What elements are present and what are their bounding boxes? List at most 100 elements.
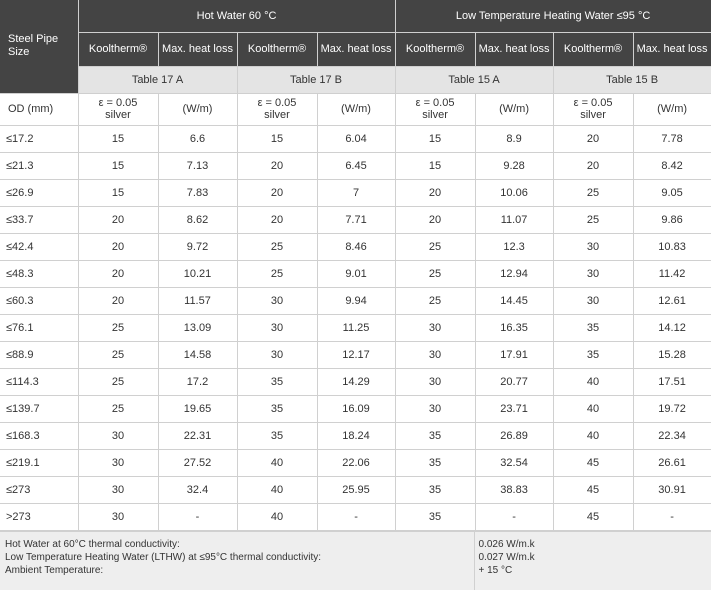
heat-loss-cell: 14.29 (317, 368, 396, 396)
heat-loss-cell: 12.3 (475, 233, 554, 261)
heat-loss-cell: 9.01 (317, 260, 396, 288)
pipe-size-cell: ≤17.2 (0, 125, 79, 153)
thickness-cell: 35 (553, 314, 634, 342)
pipe-size-cell: ≤114.3 (0, 368, 79, 396)
heat-loss-cell: 7.78 (633, 125, 711, 153)
heat-loss-cell: 22.06 (317, 449, 396, 477)
thickness-cell: 25 (78, 341, 159, 369)
thickness-cell: 30 (395, 395, 476, 423)
thickness-cell: 20 (237, 152, 318, 180)
kooltherm-header: Kooltherm® (237, 32, 318, 67)
thickness-cell: 20 (395, 179, 476, 207)
thickness-cell: 40 (553, 368, 634, 396)
heat-loss-cell: 12.94 (475, 260, 554, 288)
units-row: OD (mm) ε = 0.05 silver (W/m) ε = 0.05 sil… (0, 93, 711, 126)
table-row: ≤273 30 32.4 40 25.95 35 38.83 45 30.91 (0, 476, 711, 504)
thickness-cell: 40 (237, 503, 318, 531)
pipe-size-cell: ≤139.7 (0, 395, 79, 423)
pipe-size-cell: ≤21.3 (0, 152, 79, 180)
heat-loss-cell: 16.35 (475, 314, 554, 342)
footer-value: 0.027 W/m.k (478, 551, 535, 563)
heat-loss-cell: 20.77 (475, 368, 554, 396)
heat-loss-cell: 9.28 (475, 152, 554, 180)
heat-loss-cell: 26.89 (475, 422, 554, 450)
table-row: ≤42.4 20 9.72 25 8.46 25 12.3 30 10.83 (0, 233, 711, 261)
thickness-cell: 25 (237, 260, 318, 288)
thickness-cell: 30 (395, 314, 476, 342)
heat-loss-cell: 23.71 (475, 395, 554, 423)
thickness-cell: 30 (395, 368, 476, 396)
thickness-cell: 25 (237, 233, 318, 261)
heat-loss-cell: 38.83 (475, 476, 554, 504)
thickness-cell: 20 (553, 152, 634, 180)
heat-loss-cell: 7.13 (158, 152, 238, 180)
max-heat-loss-header: Max. heat loss (633, 32, 711, 67)
heat-loss-cell: 14.58 (158, 341, 238, 369)
thickness-cell: 15 (78, 179, 159, 207)
heat-loss-cell: 6.04 (317, 125, 396, 153)
thickness-cell: 45 (553, 449, 634, 477)
heat-loss-cell: 9.05 (633, 179, 711, 207)
table-row: ≤168.3 30 22.31 35 18.24 35 26.89 40 22.34 (0, 422, 711, 450)
heat-loss-cell: 27.52 (158, 449, 238, 477)
table-17a-header: Table 17 A (78, 66, 238, 94)
thickness-cell: 30 (237, 314, 318, 342)
thickness-cell: 45 (553, 476, 634, 504)
heat-loss-cell: 9.86 (633, 206, 711, 234)
heat-loss-cell: 9.72 (158, 233, 238, 261)
heat-loss-cell: 17.2 (158, 368, 238, 396)
footer-table: Hot Water at 60°C thermal conductivity: … (0, 530, 711, 590)
thickness-cell: 20 (78, 287, 159, 315)
thickness-cell: 35 (237, 368, 318, 396)
pipe-size-cell: ≤273 (0, 476, 79, 504)
heat-loss-cell: 22.31 (158, 422, 238, 450)
lthw-group-header: Low Temperature Heating Water ≤95 °C (395, 0, 711, 33)
thickness-cell: 30 (78, 449, 159, 477)
heat-loss-cell: 19.65 (158, 395, 238, 423)
table-row: ≤76.1 25 13.09 30 11.25 30 16.35 35 14.12 (0, 314, 711, 342)
heat-loss-cell: 22.34 (633, 422, 711, 450)
thickness-cell: 30 (78, 476, 159, 504)
thickness-cell: 20 (395, 206, 476, 234)
table-17b-header: Table 17 B (237, 66, 396, 94)
heat-loss-cell: 18.24 (317, 422, 396, 450)
heat-loss-cell: - (633, 503, 711, 531)
thickness-cell: 40 (237, 449, 318, 477)
heat-loss-cell: 16.09 (317, 395, 396, 423)
steel-pipe-size-header: Steel Pipe Size (0, 0, 79, 94)
heat-loss-cell: 6.6 (158, 125, 238, 153)
footer-value: 0.026 W/m.k (478, 538, 535, 550)
thickness-cell: 20 (78, 233, 159, 261)
thickness-cell: 35 (237, 422, 318, 450)
pipe-size-cell: >273 (0, 503, 79, 531)
heat-loss-cell: 14.12 (633, 314, 711, 342)
wm-unit-label: (W/m) (317, 93, 396, 126)
footer-labels: Hot Water at 60°C thermal conductivity: … (0, 531, 475, 590)
wm-unit-label: (W/m) (158, 93, 238, 126)
thickness-cell: 30 (553, 287, 634, 315)
table-row: ≤219.1 30 27.52 40 22.06 35 32.54 45 26.61 (0, 449, 711, 477)
thickness-cell: 35 (395, 449, 476, 477)
thickness-cell: 40 (553, 395, 634, 423)
footer-label: Ambient Temperature: (5, 564, 104, 576)
table-row: ≤33.7 20 8.62 20 7.71 20 11.07 25 9.86 (0, 206, 711, 234)
max-heat-loss-header: Max. heat loss (158, 32, 238, 67)
thickness-cell: 15 (395, 152, 476, 180)
thickness-cell: 25 (78, 368, 159, 396)
emissivity-label: ε = 0.05 silver (237, 93, 318, 126)
heat-loss-cell: 7.83 (158, 179, 238, 207)
heat-loss-cell: 8.42 (633, 152, 711, 180)
thickness-cell: 30 (78, 503, 159, 531)
table-row: ≤88.9 25 14.58 30 12.17 30 17.91 35 15.28 (0, 341, 711, 369)
thickness-cell: 45 (553, 503, 634, 531)
pipe-size-cell: ≤88.9 (0, 341, 79, 369)
heat-loss-cell: 12.61 (633, 287, 711, 315)
thickness-cell: 25 (78, 314, 159, 342)
thickness-cell: 30 (395, 341, 476, 369)
thickness-cell: 25 (78, 395, 159, 423)
heat-loss-cell: - (317, 503, 396, 531)
pipe-size-cell: ≤26.9 (0, 179, 79, 207)
heat-loss-cell: 7.71 (317, 206, 396, 234)
heat-loss-cell: 11.25 (317, 314, 396, 342)
kooltherm-header: Kooltherm® (395, 32, 476, 67)
